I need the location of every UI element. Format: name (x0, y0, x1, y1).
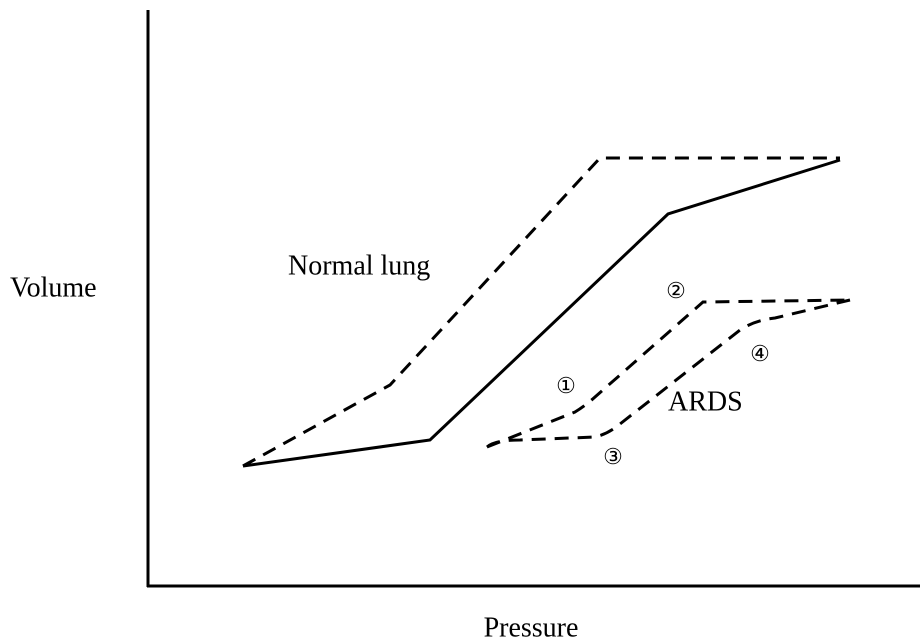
curve-label: ARDS (668, 386, 743, 417)
x-axis-label: Pressure (484, 612, 579, 643)
normal-deflation-curve (242, 156, 840, 468)
marker-label: ④ (750, 341, 770, 366)
marker-label: ① (556, 373, 576, 398)
marker-label: ② (666, 278, 686, 303)
ards-curve-upper (486, 298, 851, 449)
normal-inflation-curve (242, 158, 841, 468)
curve-label: Normal lung (288, 250, 430, 281)
y-axis-label: Volume (10, 272, 97, 303)
ards-curve-lower (486, 298, 851, 449)
marker-label: ③ (603, 444, 623, 469)
